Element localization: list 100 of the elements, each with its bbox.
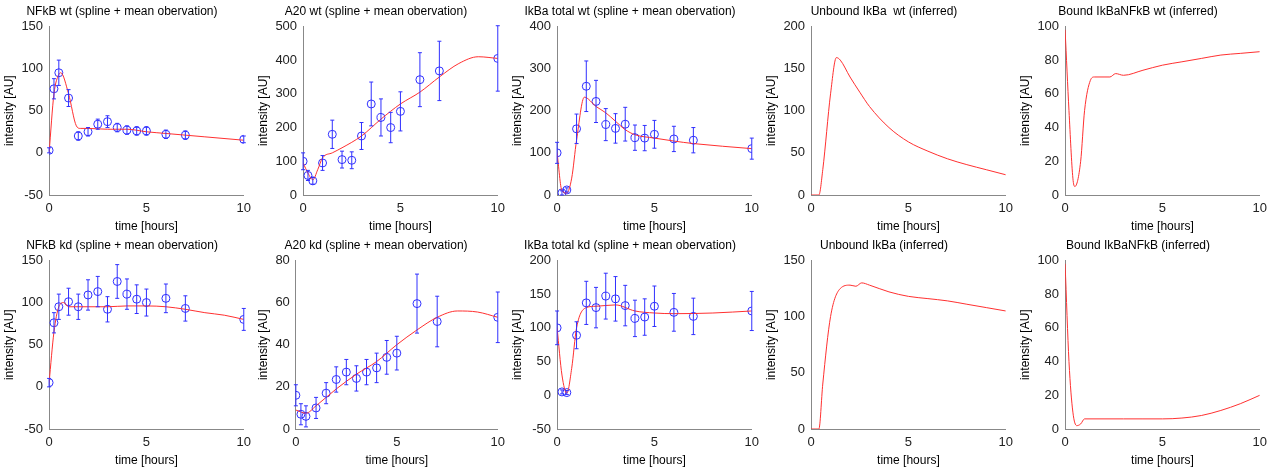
point bbox=[64, 297, 74, 307]
point bbox=[376, 112, 386, 122]
point bbox=[688, 311, 698, 321]
point bbox=[301, 411, 311, 421]
x-axis-title: time [hours] bbox=[115, 219, 178, 234]
x-tick-label: 10 bbox=[998, 200, 1013, 216]
y-tick-label: 0 bbox=[35, 144, 44, 160]
y-tick-label: 200 bbox=[529, 102, 552, 118]
point bbox=[392, 348, 402, 358]
y-tick-label: 100 bbox=[275, 152, 298, 168]
y-tick-label: 50 bbox=[28, 336, 44, 352]
y-tick-label: 0 bbox=[1051, 420, 1060, 436]
chart-title: Unbound IkBa (inferred) bbox=[819, 237, 949, 252]
point bbox=[112, 276, 122, 286]
point bbox=[581, 298, 591, 308]
chart-title: IkBa total kd (spline + mean obervation) bbox=[524, 237, 736, 252]
point bbox=[669, 307, 679, 317]
point bbox=[415, 75, 425, 85]
point bbox=[382, 352, 392, 362]
point bbox=[610, 123, 620, 133]
point bbox=[591, 303, 601, 313]
point bbox=[432, 317, 442, 327]
point bbox=[601, 291, 611, 301]
y-tick-label: 0 bbox=[543, 186, 552, 202]
point bbox=[412, 299, 422, 309]
x-tick-label: 10 bbox=[236, 434, 251, 450]
y-tick-label: 400 bbox=[529, 17, 552, 33]
point bbox=[180, 303, 190, 313]
y-tick-label: 60 bbox=[1044, 85, 1060, 101]
y-tick-label: 50 bbox=[28, 102, 44, 118]
y-tick-label: 100 bbox=[783, 308, 806, 324]
y-tick-label: 0 bbox=[289, 186, 298, 202]
point bbox=[341, 367, 351, 377]
y-tick-label: 20 bbox=[1044, 152, 1060, 168]
y-tick-label: 60 bbox=[1044, 319, 1060, 335]
x-tick-label: 5 bbox=[1158, 200, 1167, 216]
point bbox=[601, 120, 611, 130]
y-tick-label: 100 bbox=[529, 144, 552, 160]
point bbox=[161, 293, 171, 303]
point bbox=[591, 96, 601, 106]
x-tick-label: 5 bbox=[650, 200, 659, 216]
point bbox=[362, 367, 372, 377]
point bbox=[610, 294, 620, 304]
x-tick-label: 10 bbox=[490, 434, 505, 450]
y-tick-label: 80 bbox=[275, 251, 290, 267]
point bbox=[356, 131, 366, 141]
point bbox=[386, 123, 396, 133]
y-tick-label: 0 bbox=[35, 378, 44, 394]
point bbox=[49, 318, 59, 328]
point bbox=[73, 302, 83, 312]
y-axis-title: intensity [AU] bbox=[1017, 309, 1032, 381]
point bbox=[296, 409, 306, 419]
y-tick-label: 150 bbox=[21, 251, 44, 267]
point bbox=[630, 133, 640, 143]
point bbox=[318, 158, 328, 168]
point bbox=[649, 301, 659, 311]
x-tick-label: 10 bbox=[744, 434, 759, 450]
x-tick-label: 5 bbox=[904, 200, 913, 216]
x-axis-title: time [hours] bbox=[623, 453, 686, 468]
y-tick-label: 0 bbox=[543, 386, 552, 402]
point bbox=[331, 374, 341, 384]
y-tick-label: 60 bbox=[275, 294, 290, 310]
point bbox=[688, 135, 698, 145]
point bbox=[132, 294, 142, 304]
point bbox=[395, 106, 405, 116]
y-tick-label: 150 bbox=[21, 17, 44, 33]
y-tick-label: 500 bbox=[275, 17, 298, 33]
chart-title: Bound IkBaNFkB wt (inferred) bbox=[1058, 3, 1218, 18]
x-tick-label: 5 bbox=[650, 434, 659, 450]
y-axis-title: intensity [AU] bbox=[763, 309, 778, 381]
x-tick-label: 10 bbox=[236, 200, 251, 216]
point bbox=[311, 403, 321, 413]
point bbox=[640, 133, 650, 143]
point bbox=[122, 289, 132, 299]
x-axis-title: time [hours] bbox=[1131, 219, 1194, 234]
point bbox=[49, 84, 59, 94]
y-tick-label: 100 bbox=[529, 319, 552, 335]
point bbox=[366, 99, 376, 109]
y-tick-label: 100 bbox=[1037, 251, 1060, 267]
point bbox=[630, 313, 640, 323]
point bbox=[649, 129, 659, 139]
y-tick-label: 40 bbox=[275, 336, 290, 352]
x-tick-label: 5 bbox=[396, 200, 405, 216]
y-axis-title: intensity [AU] bbox=[1017, 75, 1032, 147]
x-axis-title: time [hours] bbox=[877, 219, 940, 234]
point bbox=[581, 81, 591, 91]
chart-title: A20 wt (spline + mean obervation) bbox=[284, 3, 468, 18]
y-tick-label: 40 bbox=[1044, 119, 1060, 135]
x-axis-title: time [hours] bbox=[369, 219, 432, 234]
point bbox=[321, 388, 331, 398]
y-tick-label: 0 bbox=[282, 420, 290, 436]
y-tick-label: 50 bbox=[790, 364, 806, 380]
y-axis-title: intensity [AU] bbox=[1, 309, 16, 381]
x-tick-label: 10 bbox=[490, 200, 505, 216]
x-tick-label: 5 bbox=[142, 434, 151, 450]
point bbox=[337, 155, 347, 165]
point bbox=[620, 301, 630, 311]
x-axis-title: time [hours] bbox=[1131, 453, 1194, 468]
y-tick-label: 0 bbox=[1051, 186, 1060, 202]
y-tick-label: 300 bbox=[529, 60, 552, 76]
